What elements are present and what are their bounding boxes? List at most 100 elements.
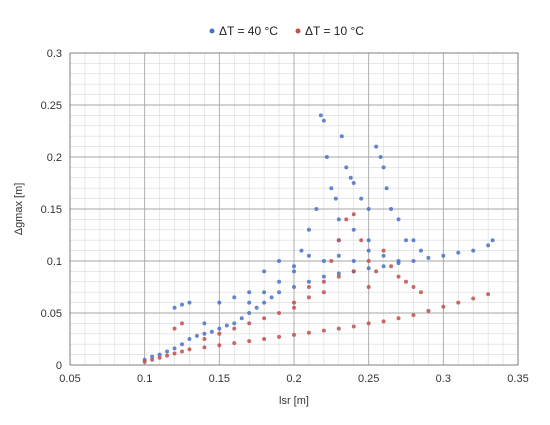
y-tick-label: 0.25 bbox=[41, 100, 62, 112]
data-point bbox=[172, 346, 177, 351]
plot-area-frame bbox=[69, 52, 519, 366]
data-point bbox=[374, 144, 379, 149]
data-point bbox=[396, 274, 401, 279]
data-point bbox=[381, 165, 386, 170]
data-point bbox=[348, 175, 353, 180]
data-point bbox=[277, 279, 282, 284]
data-point bbox=[321, 290, 326, 295]
data-point bbox=[389, 264, 394, 269]
data-point bbox=[378, 155, 383, 159]
data-point bbox=[339, 134, 344, 139]
data-point bbox=[247, 300, 252, 305]
data-point bbox=[202, 331, 207, 336]
x-tick-label: 0.15 bbox=[209, 373, 230, 385]
data-point bbox=[262, 316, 267, 321]
data-point bbox=[165, 353, 170, 358]
data-point bbox=[180, 342, 184, 347]
x-tick-label: 0.1 bbox=[137, 373, 152, 385]
data-point bbox=[366, 285, 371, 289]
y-tick-label: 0 bbox=[56, 360, 62, 372]
data-point bbox=[411, 238, 416, 243]
data-point bbox=[321, 118, 326, 123]
data-point bbox=[180, 302, 184, 307]
data-point bbox=[344, 217, 349, 222]
data-point bbox=[366, 266, 371, 271]
y-tick-label: 0.3 bbox=[47, 48, 62, 60]
data-point bbox=[217, 343, 222, 348]
x-tick-label: 0.2 bbox=[286, 373, 301, 385]
data-point bbox=[292, 305, 296, 310]
data-point bbox=[306, 279, 311, 284]
legend-marker bbox=[295, 28, 301, 34]
data-point bbox=[318, 113, 323, 118]
data-point bbox=[396, 217, 401, 222]
data-point bbox=[180, 349, 184, 354]
legend-label: ΔT = 10 °C bbox=[305, 24, 364, 38]
data-point bbox=[202, 345, 207, 350]
x-tick-label: 0.05 bbox=[59, 373, 80, 385]
data-point bbox=[277, 290, 282, 295]
data-point bbox=[374, 269, 379, 274]
data-point bbox=[351, 259, 356, 263]
data-point bbox=[411, 313, 416, 318]
x-axis-title: lsr [m] bbox=[279, 395, 309, 407]
data-point bbox=[456, 300, 461, 305]
data-point bbox=[441, 253, 446, 258]
data-point bbox=[292, 332, 296, 337]
data-point bbox=[187, 300, 192, 305]
y-axis-title: Δgmax [m] bbox=[13, 183, 25, 236]
data-point bbox=[232, 321, 237, 326]
data-point bbox=[336, 271, 341, 276]
data-point bbox=[262, 300, 267, 305]
data-point bbox=[277, 311, 282, 315]
data-point bbox=[277, 259, 282, 263]
data-point bbox=[411, 285, 416, 289]
data-point bbox=[150, 354, 155, 359]
data-point bbox=[418, 248, 423, 253]
data-point bbox=[359, 238, 364, 243]
data-point bbox=[269, 295, 274, 300]
data-point bbox=[404, 279, 408, 284]
data-point bbox=[247, 321, 252, 326]
data-point bbox=[333, 196, 338, 201]
data-point bbox=[306, 227, 311, 232]
data-point bbox=[351, 181, 356, 185]
data-point bbox=[314, 207, 319, 211]
data-point bbox=[202, 321, 207, 326]
data-point bbox=[172, 326, 177, 331]
data-point bbox=[351, 212, 356, 217]
data-point bbox=[381, 253, 386, 258]
data-point bbox=[366, 238, 371, 243]
y-tick-label: 0.2 bbox=[47, 152, 62, 164]
data-point bbox=[209, 329, 214, 334]
data-point bbox=[336, 274, 341, 279]
data-point bbox=[471, 296, 476, 301]
data-point bbox=[321, 328, 326, 333]
data-point bbox=[217, 326, 222, 331]
data-points bbox=[142, 113, 495, 364]
data-point bbox=[336, 253, 341, 258]
data-point bbox=[306, 253, 311, 258]
x-tick-label: 0.35 bbox=[507, 373, 528, 385]
data-point bbox=[366, 321, 371, 326]
y-axis-tick-labels: 0 0.05 0.1 0.15 0.2 0.25 0.3 bbox=[41, 48, 62, 372]
data-point bbox=[329, 186, 334, 191]
data-point bbox=[324, 155, 329, 159]
data-point bbox=[172, 351, 177, 356]
major-grid bbox=[70, 53, 518, 365]
data-point bbox=[202, 337, 207, 341]
data-point bbox=[351, 269, 356, 274]
data-point bbox=[321, 259, 326, 263]
series-1-points bbox=[142, 113, 495, 362]
data-point bbox=[366, 259, 371, 263]
data-point bbox=[232, 326, 237, 331]
data-point bbox=[441, 304, 446, 309]
data-point bbox=[232, 341, 237, 346]
data-point bbox=[490, 238, 495, 243]
data-point bbox=[217, 331, 222, 336]
data-point bbox=[150, 357, 155, 362]
data-point bbox=[224, 323, 229, 328]
data-point bbox=[336, 217, 341, 222]
data-point bbox=[299, 248, 304, 253]
